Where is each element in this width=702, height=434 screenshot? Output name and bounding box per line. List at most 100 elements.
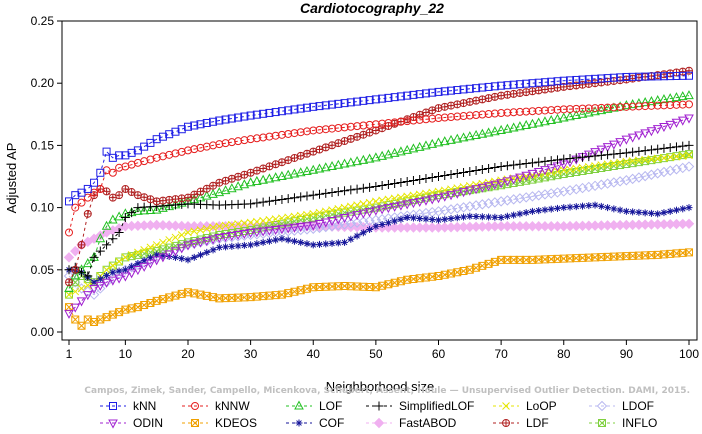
data-point-cof bbox=[316, 240, 324, 248]
data-point-ldof bbox=[527, 191, 538, 202]
data-point-lof bbox=[477, 128, 488, 138]
data-point-ldf bbox=[434, 104, 443, 113]
y-tick-label: 0.10 bbox=[31, 201, 55, 215]
data-point-knn bbox=[328, 100, 337, 109]
data-point-ldof bbox=[558, 186, 569, 197]
data-point-cof bbox=[566, 203, 574, 211]
data-point-ldof bbox=[533, 190, 544, 201]
data-point-knn bbox=[396, 92, 405, 101]
data-point-knn bbox=[509, 80, 518, 89]
data-point-loop bbox=[271, 215, 280, 223]
data-point-odin bbox=[621, 135, 632, 145]
data-point-odin bbox=[339, 214, 350, 224]
data-point-cof bbox=[497, 214, 505, 222]
data-point-knnw bbox=[190, 145, 199, 154]
series-simplifiedlof bbox=[64, 140, 694, 281]
legend-marker-inflo bbox=[598, 419, 606, 427]
legend-label-knnw: kNNW bbox=[215, 399, 250, 413]
data-point-cof bbox=[359, 229, 367, 237]
data-point-simplifiedlof bbox=[596, 150, 606, 160]
data-point-knnw bbox=[296, 128, 305, 137]
legend-item-knn: kNN bbox=[100, 399, 156, 413]
data-point-lof bbox=[389, 147, 400, 157]
legend-marker-kdeos bbox=[191, 419, 199, 427]
data-point-loop bbox=[609, 159, 618, 168]
data-point-lof bbox=[414, 141, 425, 151]
data-point-knn bbox=[659, 72, 668, 81]
legend-item-odin: ODIN bbox=[100, 416, 163, 430]
data-point-cof bbox=[384, 219, 392, 227]
data-point-knn bbox=[403, 91, 412, 100]
data-point-odin bbox=[671, 118, 682, 128]
data-point-loop bbox=[465, 181, 474, 190]
data-point-simplifiedlof bbox=[653, 144, 663, 154]
data-point-loop bbox=[660, 153, 668, 162]
data-point-knn bbox=[371, 95, 380, 104]
legend-marker-lof bbox=[294, 400, 304, 410]
data-point-cof bbox=[128, 263, 136, 271]
data-point-knnw bbox=[647, 101, 656, 110]
data-point-knn bbox=[302, 103, 311, 112]
data-point-odin bbox=[145, 259, 156, 269]
data-point-simplifiedlof bbox=[377, 180, 387, 190]
data-point-loop bbox=[616, 158, 624, 167]
data-point-simplifiedlof bbox=[289, 193, 299, 203]
data-point-knn bbox=[252, 110, 261, 119]
data-point-lof bbox=[302, 165, 312, 176]
data-point-odin bbox=[665, 120, 676, 130]
data-point-odin bbox=[396, 201, 406, 211]
data-point-simplifiedlof bbox=[264, 196, 274, 206]
data-point-knn bbox=[428, 88, 437, 97]
data-point-simplifiedlof bbox=[358, 183, 368, 193]
data-point-simplifiedlof bbox=[127, 208, 137, 218]
data-point-knnw bbox=[572, 104, 581, 113]
data-point-knnw bbox=[315, 125, 324, 134]
data-point-loop bbox=[146, 243, 155, 252]
data-point-knnw bbox=[597, 103, 606, 112]
data-point-knn bbox=[315, 102, 324, 111]
data-point-knn bbox=[465, 84, 474, 93]
data-point-knnw bbox=[522, 107, 531, 116]
legend-item-ldof: LDOF bbox=[589, 399, 654, 413]
data-point-simplifiedlof bbox=[671, 142, 681, 152]
data-point-knn bbox=[165, 130, 174, 139]
watermark: Campos, Zimek, Sander, Campello, Micenko… bbox=[84, 386, 690, 396]
data-point-lof bbox=[283, 169, 294, 179]
data-point-cof bbox=[666, 207, 674, 215]
x-tick-label: 50 bbox=[369, 347, 383, 361]
data-point-simplifiedlof bbox=[621, 148, 631, 158]
y-tick-label: 0.25 bbox=[31, 14, 55, 28]
data-point-knnw bbox=[83, 193, 92, 202]
legend-label-kdeos: KDEOS bbox=[215, 416, 257, 430]
data-point-loop bbox=[209, 223, 217, 232]
data-point-knnw bbox=[240, 136, 249, 145]
data-point-loop bbox=[584, 162, 593, 171]
data-point-lof bbox=[151, 204, 162, 214]
data-point-loop bbox=[83, 281, 92, 290]
data-point-odin bbox=[176, 244, 187, 254]
data-point-loop bbox=[672, 152, 681, 161]
data-point-simplifiedlof bbox=[283, 194, 293, 204]
data-point-cof bbox=[622, 207, 630, 215]
data-point-lof bbox=[596, 105, 607, 115]
data-point-knn bbox=[566, 76, 575, 85]
x-tick-label: 90 bbox=[620, 347, 634, 361]
data-point-loop bbox=[234, 220, 242, 228]
data-point-cof bbox=[184, 256, 192, 264]
legend-label-simplifiedlof: SimplifiedLOF bbox=[399, 399, 474, 413]
data-point-lof bbox=[270, 172, 281, 182]
data-point-lof bbox=[558, 112, 569, 122]
data-point-knnw bbox=[528, 107, 537, 116]
legend-item-fastabod: FastABOD bbox=[366, 416, 457, 430]
data-point-simplifiedlof bbox=[515, 159, 525, 169]
data-point-odin bbox=[634, 131, 644, 141]
data-point-knn bbox=[190, 121, 199, 130]
data-point-simplifiedlof bbox=[252, 198, 262, 208]
data-point-knnw bbox=[578, 104, 587, 113]
data-point-simplifiedlof bbox=[459, 168, 469, 178]
data-point-knn bbox=[271, 108, 280, 117]
legend-label-loop: LoOP bbox=[526, 399, 557, 413]
data-point-ldof bbox=[671, 164, 682, 175]
data-point-simplifiedlof bbox=[477, 165, 487, 175]
data-point-knnw bbox=[653, 101, 662, 110]
